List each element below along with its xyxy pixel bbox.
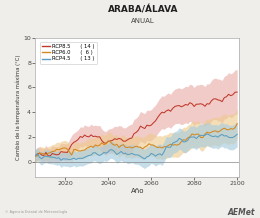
Text: ARABA/ÁLAVA: ARABA/ÁLAVA	[108, 5, 178, 14]
Text: AEMet: AEMet	[227, 208, 255, 217]
X-axis label: Año: Año	[131, 188, 144, 194]
Text: © Agencia Estatal de Meteorología: © Agencia Estatal de Meteorología	[5, 210, 67, 214]
Text: ANUAL: ANUAL	[131, 18, 155, 24]
Legend: RCP8.5      ( 14 ), RCP6.0      (  6 ), RCP4.5      ( 13 ): RCP8.5 ( 14 ), RCP6.0 ( 6 ), RCP4.5 ( 13…	[40, 42, 97, 64]
Y-axis label: Cambio de la temperatura máxima (°C): Cambio de la temperatura máxima (°C)	[15, 55, 21, 160]
